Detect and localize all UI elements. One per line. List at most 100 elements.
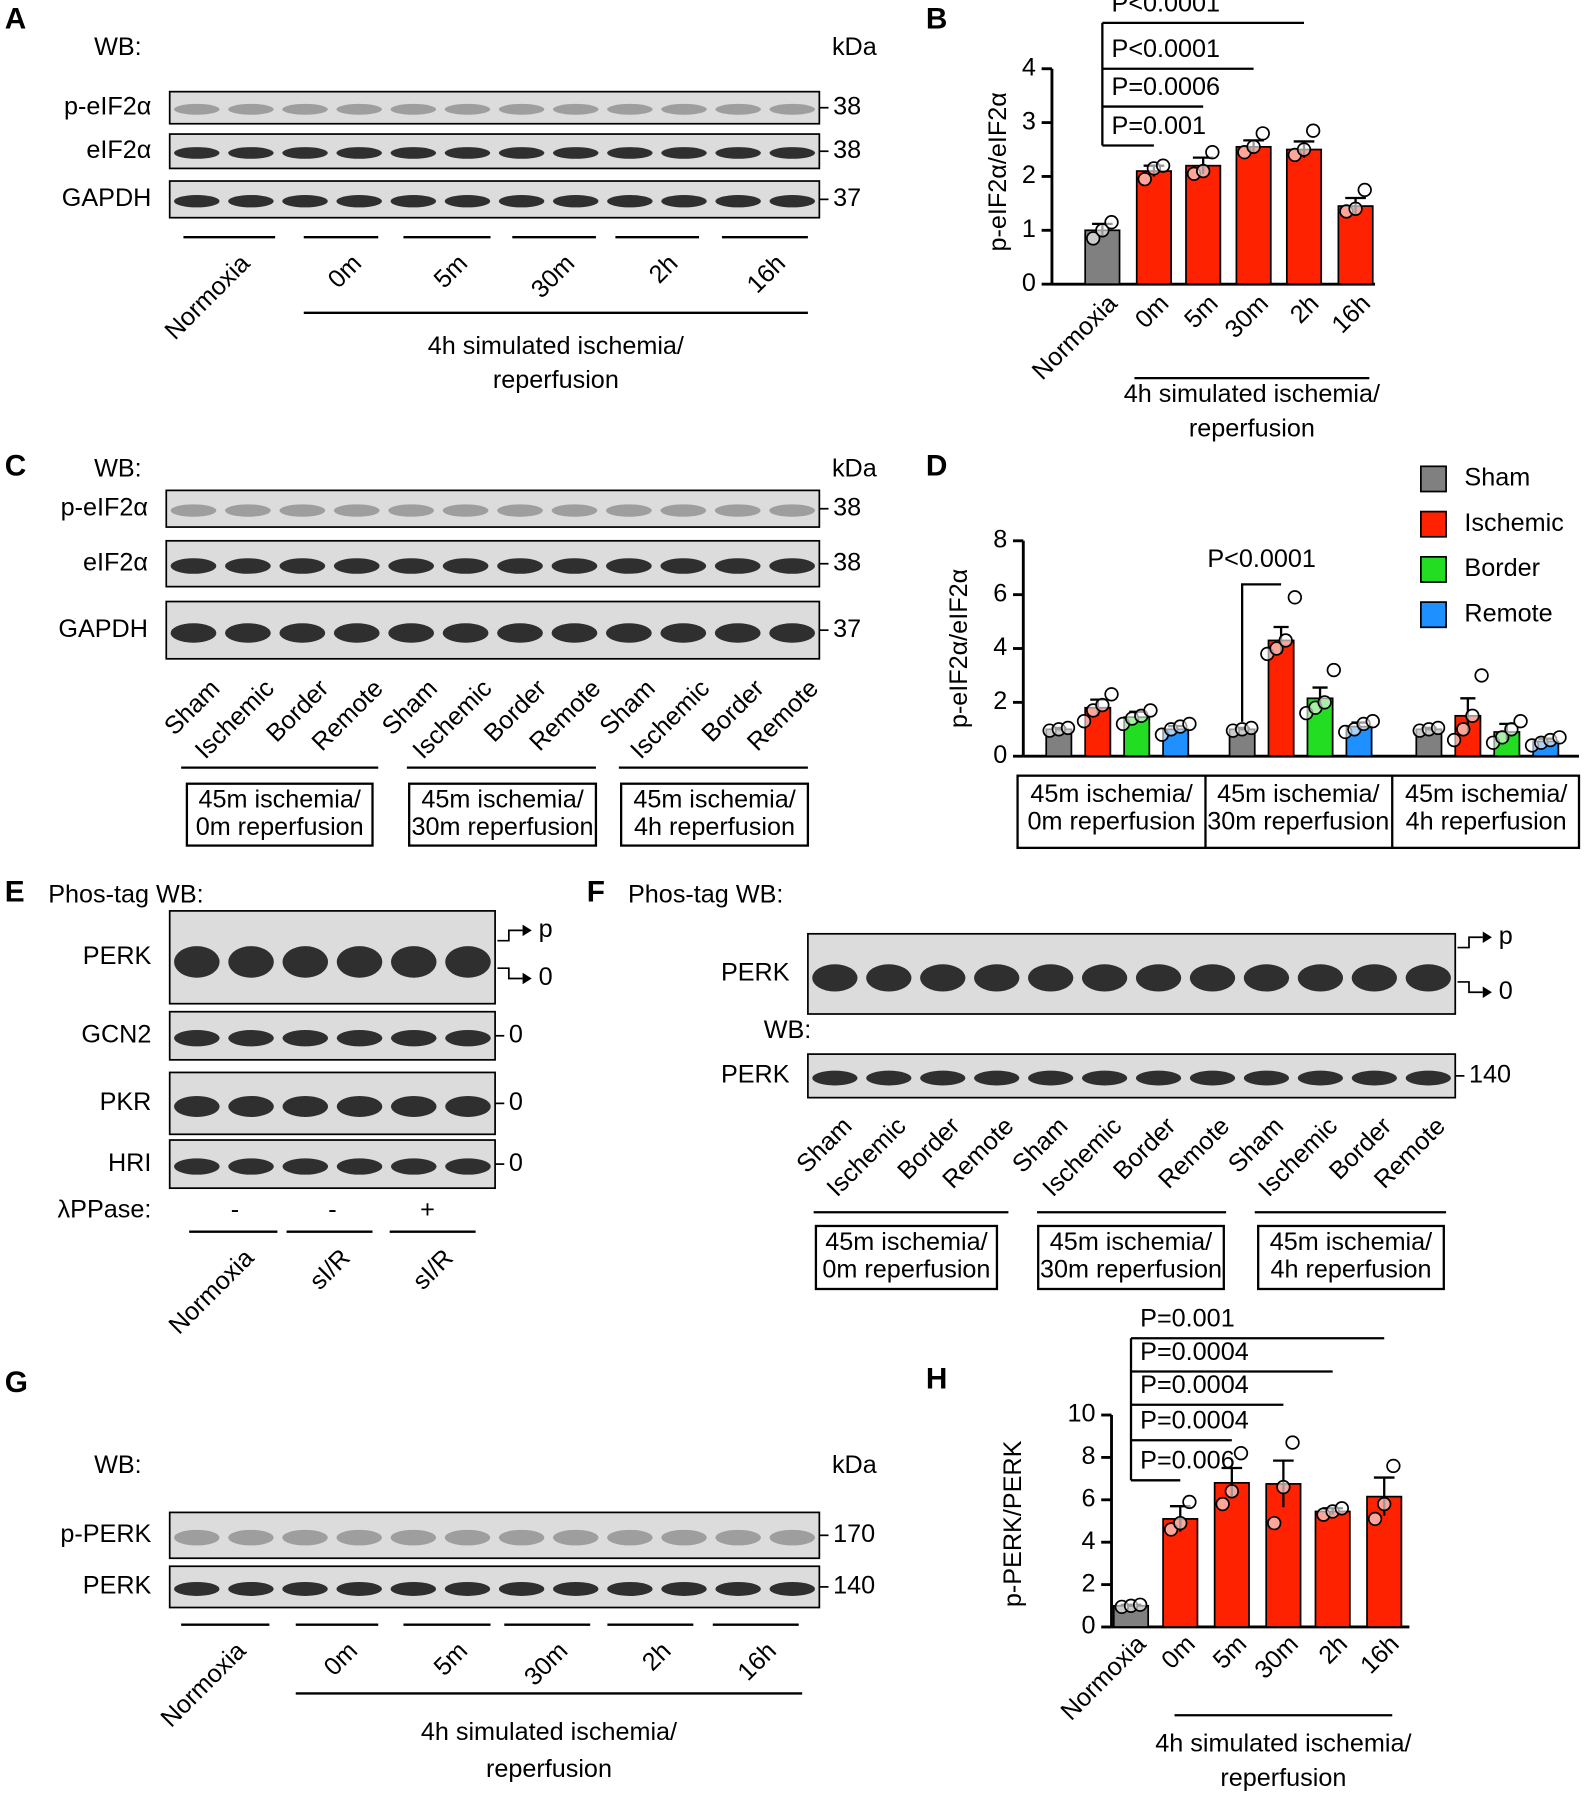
band xyxy=(390,1029,437,1047)
group-box xyxy=(1037,1224,1225,1291)
group-label: 45m ischemia/ xyxy=(1270,1228,1432,1256)
band xyxy=(336,1581,382,1596)
band xyxy=(282,1581,328,1596)
band xyxy=(1135,964,1182,992)
row-label: HRI xyxy=(108,1149,151,1177)
band xyxy=(498,103,545,115)
row-label: GAPDH xyxy=(62,184,152,212)
treatment-value: + xyxy=(420,1196,435,1224)
y-axis-label: p-eIF2α/eIF2α xyxy=(945,569,973,728)
band xyxy=(715,1529,761,1546)
band xyxy=(1405,1070,1451,1086)
band xyxy=(769,194,816,208)
group-label: 30m reperfusion xyxy=(1040,1255,1222,1283)
y-tick-label: 4 xyxy=(1022,53,1036,81)
kda-label: 0 xyxy=(509,1149,523,1177)
x-tick-label: 2h xyxy=(1313,1630,1353,1670)
band xyxy=(442,558,489,574)
band-label: p xyxy=(539,915,553,943)
band xyxy=(336,1529,382,1546)
row-label: PERK xyxy=(721,1061,790,1089)
band xyxy=(333,623,380,643)
band xyxy=(228,1095,274,1117)
blot-strip xyxy=(165,600,821,660)
data-point xyxy=(1513,714,1528,729)
blot-strip xyxy=(168,910,496,1005)
band xyxy=(333,558,380,574)
band xyxy=(769,623,815,643)
band xyxy=(174,147,220,159)
kda-label: 37 xyxy=(833,615,861,643)
data-point xyxy=(1386,1458,1401,1474)
blot-header: WB: xyxy=(94,33,142,61)
band xyxy=(228,147,274,159)
data-point xyxy=(1267,1515,1282,1531)
group-label: reperfusion xyxy=(1220,1764,1346,1792)
data-point xyxy=(1076,714,1092,729)
p-value: P<0.0001 xyxy=(1112,0,1221,17)
band xyxy=(497,623,543,643)
band xyxy=(607,1529,653,1546)
band xyxy=(444,1581,491,1596)
lane-label: 5m xyxy=(429,1637,474,1682)
group-label: 4h reperfusion xyxy=(1406,807,1567,835)
band xyxy=(498,194,545,208)
group-box xyxy=(185,782,374,847)
band xyxy=(174,946,220,978)
group-label: 45m ischemia/ xyxy=(1405,780,1567,808)
band xyxy=(769,504,815,517)
data-point xyxy=(1143,703,1158,718)
data-point xyxy=(1182,1494,1197,1510)
x-tick-label: 2h xyxy=(1285,289,1325,329)
band xyxy=(1189,964,1236,992)
legend-label: Border xyxy=(1464,554,1540,582)
group-label: 45m ischemia/ xyxy=(421,786,583,814)
data-point xyxy=(1104,687,1119,702)
y-tick-label: 8 xyxy=(1081,1442,1095,1470)
panel-letter: H xyxy=(926,1363,947,1396)
bar xyxy=(1265,1483,1302,1628)
data-point xyxy=(1504,722,1519,737)
row-label: GCN2 xyxy=(81,1020,151,1048)
band xyxy=(444,147,491,159)
band-label: p xyxy=(1499,922,1513,950)
band xyxy=(552,1581,599,1596)
band xyxy=(336,946,383,978)
band xyxy=(1081,1070,1128,1086)
group-box xyxy=(619,782,810,847)
band xyxy=(974,1070,1020,1086)
p-value: P=0.0004 xyxy=(1140,1338,1249,1366)
treatment-value: - xyxy=(231,1196,239,1224)
band xyxy=(444,103,491,115)
band xyxy=(551,504,598,517)
band xyxy=(444,1529,491,1546)
data-point xyxy=(1278,633,1293,648)
row-label: PERK xyxy=(83,942,152,970)
group-label: 45m ischemia/ xyxy=(1030,780,1192,808)
legend-label: Sham xyxy=(1464,464,1530,492)
row-label: p-eIF2α xyxy=(64,92,151,120)
band xyxy=(1135,1070,1182,1086)
y-axis-label: p-eIF2α/eIF2α xyxy=(984,92,1012,251)
band xyxy=(282,1529,328,1546)
legend-label: Ischemic xyxy=(1464,509,1563,537)
band xyxy=(552,194,599,208)
data-point xyxy=(1348,201,1363,216)
band xyxy=(282,147,328,159)
band xyxy=(551,623,598,643)
band xyxy=(336,147,382,159)
legend-swatch xyxy=(1420,601,1447,629)
band xyxy=(551,558,598,574)
data-point xyxy=(1334,1501,1349,1516)
band xyxy=(1297,964,1344,992)
band xyxy=(170,558,217,574)
x-tick-label: 30m xyxy=(1220,289,1274,343)
blot-strip xyxy=(168,1071,496,1136)
kda-label: 140 xyxy=(1469,1061,1511,1089)
group-label: 4h simulated ischemia/ xyxy=(1155,1730,1411,1758)
x-tick-label: 0m xyxy=(1156,1630,1201,1675)
band xyxy=(606,558,652,574)
x-tick-label: Normoxia xyxy=(1027,289,1124,386)
band xyxy=(1081,964,1128,992)
panel-letter: E xyxy=(5,876,25,909)
